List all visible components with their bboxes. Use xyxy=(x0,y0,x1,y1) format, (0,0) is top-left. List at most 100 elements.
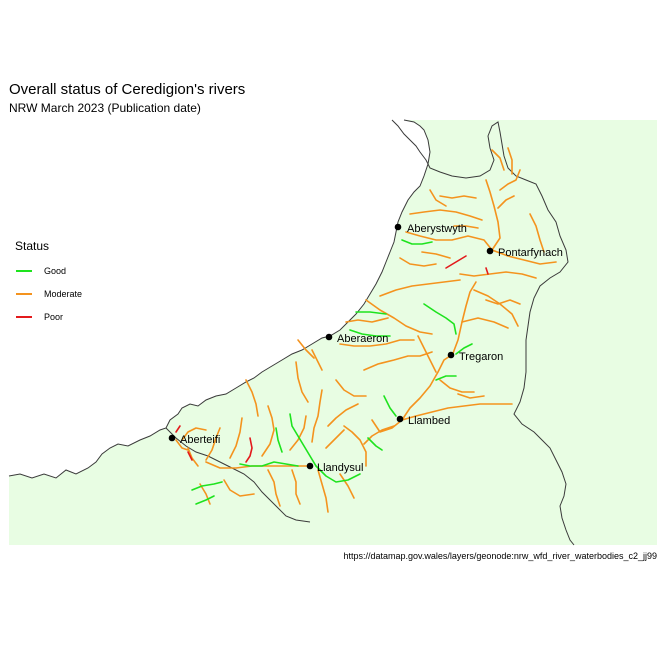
town-label: Tregaron xyxy=(459,351,503,363)
river-segment xyxy=(325,429,345,449)
river-segment xyxy=(205,427,221,461)
town-point xyxy=(486,247,494,255)
river-segment xyxy=(485,179,501,251)
river-segment xyxy=(529,213,545,253)
river-segment xyxy=(181,427,207,441)
town-llambed: Llambed xyxy=(396,415,450,427)
river-segment xyxy=(267,469,281,507)
map-title: Overall status of Ceredigion's rivers xyxy=(9,81,246,98)
river-segment xyxy=(383,395,397,417)
river-segment xyxy=(435,375,457,381)
river-segment xyxy=(275,427,283,453)
river-segment xyxy=(401,355,451,421)
river-segment xyxy=(491,249,557,265)
land-area xyxy=(9,120,657,545)
river-segment xyxy=(229,417,243,459)
river-segment xyxy=(363,425,395,445)
southern-boundary xyxy=(165,427,311,523)
river-segment xyxy=(401,239,433,245)
town-label: Aberteifi xyxy=(180,434,220,446)
river-segment xyxy=(401,403,513,421)
river-segment xyxy=(199,483,211,505)
river-segment xyxy=(507,147,513,175)
town-aberystwyth: Aberystwyth xyxy=(394,223,467,235)
river-segment xyxy=(365,299,433,335)
river-segment xyxy=(451,281,477,357)
river-segment xyxy=(317,469,329,513)
river-segment xyxy=(485,267,489,275)
source-caption: https://datamap.gov.wales/layers/geonode… xyxy=(343,551,657,561)
town-point xyxy=(447,351,455,359)
river-segment xyxy=(289,413,317,467)
town-tregaron: Tregaron xyxy=(447,351,503,363)
river-segment xyxy=(485,299,521,305)
town-pontarfynach: Pontarfynach xyxy=(486,247,563,259)
river-segment xyxy=(245,437,253,463)
river-segment xyxy=(187,447,199,467)
river-segment xyxy=(439,379,475,393)
town-point xyxy=(394,223,402,231)
river-segment xyxy=(405,231,493,251)
river-segment xyxy=(327,403,359,427)
legend-label: Poor xyxy=(44,311,64,322)
town-point xyxy=(306,462,314,470)
river-segment xyxy=(499,169,521,191)
river-segment xyxy=(289,415,307,451)
river-segment xyxy=(175,439,189,451)
legend-item-good: Good xyxy=(15,259,82,282)
river-segment xyxy=(453,225,479,229)
river-segment xyxy=(311,389,323,443)
river-segment xyxy=(291,469,301,505)
river-segment xyxy=(343,425,367,467)
river-segment xyxy=(245,379,259,417)
river-segment xyxy=(367,437,383,451)
river-segment xyxy=(297,339,315,359)
river-segment xyxy=(345,317,389,323)
river-segment xyxy=(399,257,437,267)
river-segment xyxy=(239,461,299,467)
legend-item-poor: Poor xyxy=(15,305,82,328)
river-segment xyxy=(497,195,515,209)
river-segment xyxy=(295,361,309,403)
river-segment xyxy=(349,329,391,337)
river-segment xyxy=(409,209,483,221)
town-label: Aberaeron xyxy=(337,333,388,345)
town-point xyxy=(168,434,176,442)
river-segment xyxy=(461,317,509,329)
river-segment xyxy=(187,451,193,461)
river-segment xyxy=(339,473,355,499)
town-label: Llandysul xyxy=(317,462,363,474)
town-point xyxy=(325,333,333,341)
river-segment xyxy=(339,339,415,347)
river-segment xyxy=(439,195,477,199)
legend-swatch-moderate xyxy=(16,292,32,295)
river-segment xyxy=(195,495,215,505)
river-segment xyxy=(363,351,433,371)
land-polygon xyxy=(9,120,657,545)
river-segment xyxy=(455,343,473,355)
county-boundary xyxy=(391,119,575,546)
town-label: Aberystwyth xyxy=(407,223,467,235)
river-segment xyxy=(311,349,323,371)
town-llandysul: Llandysul xyxy=(306,462,363,474)
river-segment xyxy=(315,465,361,483)
river-segment xyxy=(423,303,457,335)
town-aberaeron: Aberaeron xyxy=(325,333,388,345)
rivers-poor xyxy=(175,255,489,463)
town-aberteifi: Aberteifi xyxy=(168,434,220,446)
legend-label: Good xyxy=(44,265,67,276)
legend-title: Status xyxy=(15,239,50,253)
legend: Status Good Moderate Poor xyxy=(15,239,82,328)
river-segment xyxy=(379,279,461,297)
river-segment xyxy=(261,405,275,457)
river-segment xyxy=(223,479,255,497)
river-segment xyxy=(175,425,181,433)
map-subtitle: NRW March 2023 (Publication date) xyxy=(9,101,201,115)
river-segment xyxy=(491,149,505,171)
town-label: Llambed xyxy=(408,415,450,427)
river-segment xyxy=(445,255,467,269)
river-segment xyxy=(457,393,485,399)
rivers-good xyxy=(191,239,473,505)
legend-item-moderate: Moderate xyxy=(15,282,82,305)
